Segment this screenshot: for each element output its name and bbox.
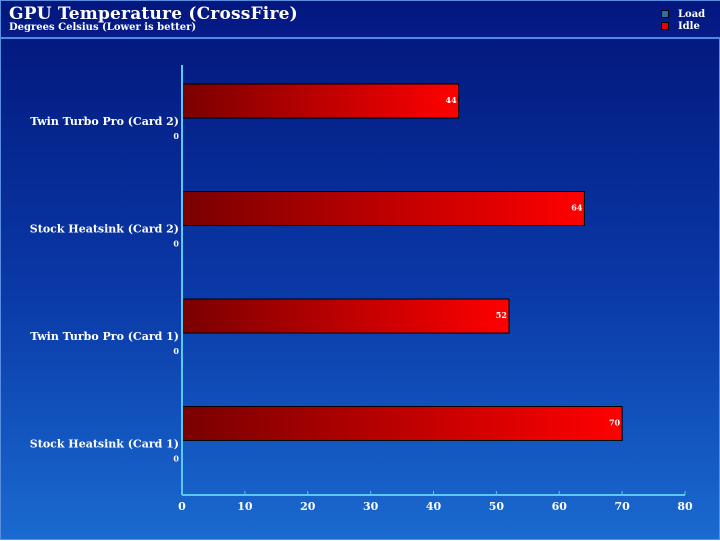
- chart-title: GPU Temperature (CrossFire): [9, 4, 298, 24]
- legend-label-load: Load: [678, 8, 706, 20]
- x-tick-label: 80: [677, 500, 693, 513]
- x-tick-label: 10: [237, 500, 253, 513]
- idle-bar: [181, 191, 585, 226]
- idle-bar: [181, 83, 460, 119]
- x-tick-label: 60: [552, 500, 568, 513]
- idle-value-label: 44: [446, 95, 458, 105]
- idle-value-label: 70: [609, 418, 621, 428]
- category-label: Twin Turbo Pro (Card 2): [30, 115, 179, 128]
- category-label: Twin Turbo Pro (Card 1): [30, 330, 179, 343]
- chart-subtitle: Degrees Celsius (Lower is better): [9, 22, 197, 33]
- legend-swatch-load: [661, 10, 669, 18]
- load-value-label: 0: [173, 239, 179, 249]
- x-tick-label: 30: [363, 500, 379, 513]
- idle-value-label: 64: [571, 203, 583, 213]
- idle-bar: [181, 298, 510, 334]
- load-value-label: 0: [173, 346, 179, 356]
- legend-item-load: Load: [661, 8, 705, 20]
- category-label: Stock Heatsink (Card 2): [30, 223, 179, 236]
- x-tick-label: 50: [489, 500, 505, 513]
- x-tick-label: 20: [300, 500, 316, 513]
- chart-header: GPU Temperature (CrossFire) Degrees Cels…: [1, 1, 720, 39]
- idle-value-label: 52: [496, 310, 507, 320]
- x-tick-label: 0: [178, 500, 186, 513]
- chart-legend: Load Idle: [661, 8, 705, 32]
- x-tick-label: 40: [426, 500, 442, 513]
- category-label: Stock Heatsink (Card 1): [30, 438, 179, 451]
- load-value-label: 0: [173, 454, 179, 464]
- x-tick-label: 70: [614, 500, 630, 513]
- idle-bar: [181, 406, 623, 441]
- legend-swatch-idle: [661, 22, 669, 30]
- legend-item-idle: Idle: [661, 20, 705, 32]
- legend-label-idle: Idle: [678, 20, 700, 32]
- load-value-label: 0: [173, 131, 179, 141]
